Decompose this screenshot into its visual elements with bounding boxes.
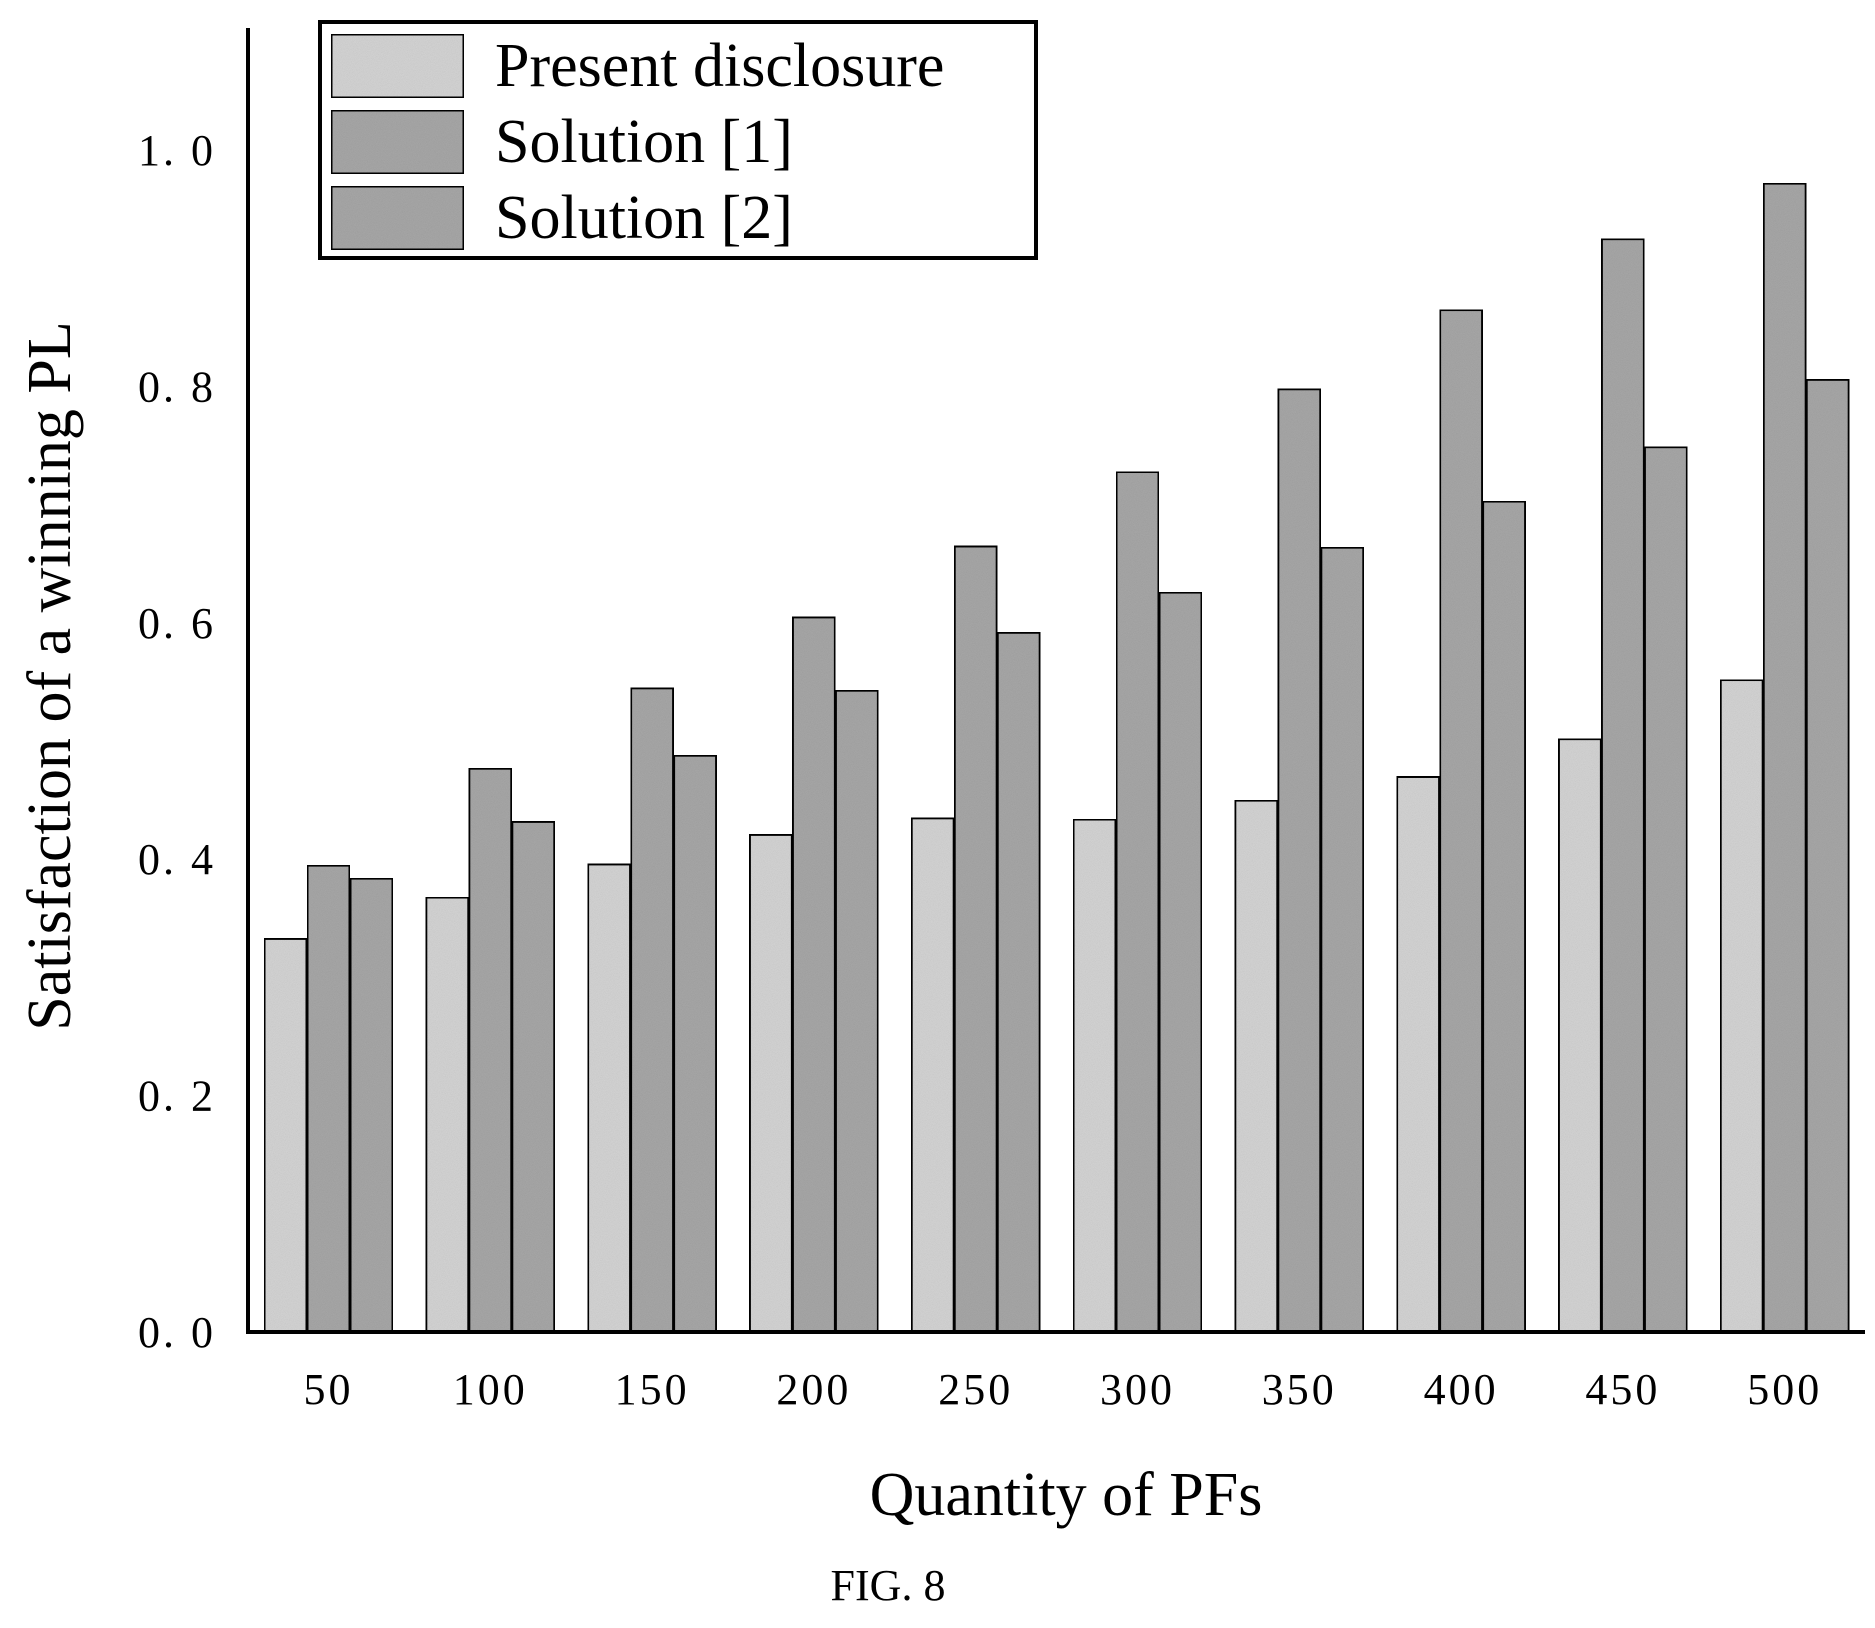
y-tick-label: 0. 0	[138, 1308, 216, 1357]
bar-solution-1-450	[1599, 237, 1646, 1334]
legend-label: Solution [1]	[495, 108, 793, 176]
y-tick-label: 0. 6	[138, 599, 216, 648]
bar-solution-2-300	[1157, 590, 1204, 1334]
bar-solution-1-100	[467, 766, 514, 1334]
y-tick-label: 1. 0	[138, 126, 216, 175]
x-tick-label: 400	[1424, 1365, 1499, 1414]
bar-solution-2-200	[833, 688, 880, 1334]
y-tick-label: 0. 8	[138, 362, 216, 411]
bar-solution-2-150	[672, 753, 719, 1334]
bar-solution-2-100	[510, 819, 557, 1334]
bar-solution-1-200	[790, 615, 837, 1334]
bar-present-disclosure-350	[1233, 798, 1280, 1334]
bar-present-disclosure-200	[747, 832, 794, 1334]
x-tick-label: 350	[1262, 1365, 1337, 1414]
axes-layer: 0. 0 0. 2 0. 4 0. 6 0. 8 1. 0 50 100 150 200 250 30…	[138, 28, 1865, 1414]
y-tick-label: 0. 4	[138, 835, 216, 884]
bar-present-disclosure-50	[262, 936, 309, 1334]
x-tick-label: 250	[938, 1365, 1013, 1414]
bar-solution-1-350	[1276, 387, 1323, 1334]
bar-solution-2-500	[1804, 377, 1851, 1334]
bar-solution-1-250	[952, 544, 999, 1334]
figure-caption: FIG. 8	[831, 1561, 946, 1610]
bar-present-disclosure-250	[909, 816, 956, 1334]
x-tick-label: 450	[1585, 1365, 1660, 1414]
legend-swatch	[329, 184, 466, 252]
bar-solution-1-150	[629, 686, 676, 1334]
bar-present-disclosure-450	[1556, 737, 1603, 1334]
x-tick-label: 150	[615, 1365, 690, 1414]
y-tick-label: 0. 2	[138, 1072, 216, 1121]
bar-solution-1-500	[1761, 181, 1808, 1334]
bar-present-disclosure-150	[586, 862, 633, 1334]
legend-label: Solution [2]	[495, 184, 793, 252]
bar-solution-1-400	[1438, 308, 1485, 1334]
bar-solution-2-450	[1642, 445, 1689, 1334]
x-tick-label: 200	[776, 1365, 851, 1414]
y-axis-title: Satisfaction of a winning PL	[16, 321, 84, 1030]
bar-solution-1-50	[305, 863, 352, 1334]
bar-present-disclosure-300	[1071, 817, 1118, 1334]
bar-present-disclosure-400	[1395, 774, 1442, 1334]
x-axis-title: Quantity of PFs	[870, 1461, 1263, 1529]
x-tick-label: 50	[304, 1365, 354, 1414]
legend: Present disclosure Solution [1] Solution […	[318, 20, 1038, 260]
bars-layer	[262, 181, 1851, 1334]
bar-solution-2-350	[1319, 545, 1366, 1334]
x-tick-label: 500	[1747, 1365, 1822, 1414]
bar-solution-2-400	[1481, 499, 1528, 1334]
bar-solution-2-250	[995, 630, 1042, 1334]
x-tick-label: 300	[1100, 1365, 1175, 1414]
bar-solution-1-300	[1114, 470, 1161, 1334]
bar-present-disclosure-500	[1718, 678, 1765, 1334]
bar-present-disclosure-100	[424, 895, 471, 1334]
bar-solution-2-50	[348, 876, 395, 1334]
legend-label: Present disclosure	[495, 32, 944, 100]
legend-swatch	[329, 32, 466, 100]
x-tick-label: 100	[453, 1365, 528, 1414]
legend-swatch	[329, 108, 466, 176]
